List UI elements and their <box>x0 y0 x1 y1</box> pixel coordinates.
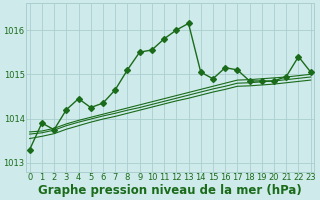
X-axis label: Graphe pression niveau de la mer (hPa): Graphe pression niveau de la mer (hPa) <box>38 184 302 197</box>
